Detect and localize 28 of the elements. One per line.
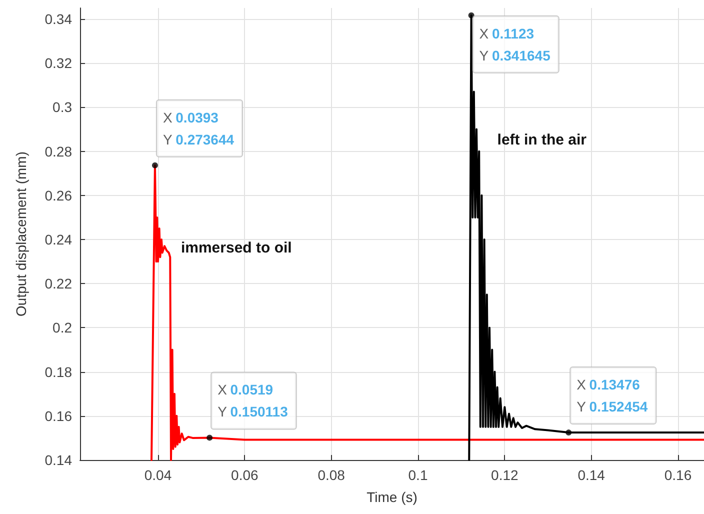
x-tick-label: 0.14: [578, 467, 606, 483]
y-tick-label: 0.28: [44, 143, 72, 160]
y-tick-label: 0.2: [52, 320, 72, 336]
y-tick-label: 0.3: [52, 99, 72, 116]
x-tick-label: 0.04: [144, 467, 172, 483]
x-tick-label: 0.16: [664, 467, 692, 483]
y-tick-label: 0.22: [44, 276, 72, 292]
y-tick-label: 0.24: [44, 232, 72, 248]
x-axis-title: Time (s): [366, 489, 418, 505]
y-tick-label: 0.26: [44, 187, 72, 204]
annotation: X 0.0519 Y 0.150113: [218, 382, 288, 420]
x-tick-label: 0.06: [231, 467, 259, 483]
y-tick-label: 0.32: [44, 55, 72, 72]
x-tick-label: 0.12: [491, 467, 519, 483]
y-tick-label: 0.18: [44, 364, 72, 380]
x-tick-label: 0.08: [318, 467, 346, 483]
series-label: immersed to oil: [180, 239, 292, 256]
y-tick-label: 0.14: [44, 452, 72, 468]
point: [468, 12, 474, 18]
x-tick-label: 0.1: [408, 467, 428, 483]
annotation: X 0.1123 Y 0.341645: [479, 25, 551, 64]
point: [566, 430, 572, 436]
annotation: X 0.13476 Y 0.152454: [576, 376, 648, 415]
series-label: left in the air: [497, 131, 587, 148]
y-tick-label: 0.34: [44, 11, 72, 28]
annotation: X 0.0393 Y 0.273644: [162, 109, 234, 148]
y-tick-label: 0.16: [44, 408, 72, 424]
y-axis-title: Output displacement (mm): [13, 152, 29, 316]
